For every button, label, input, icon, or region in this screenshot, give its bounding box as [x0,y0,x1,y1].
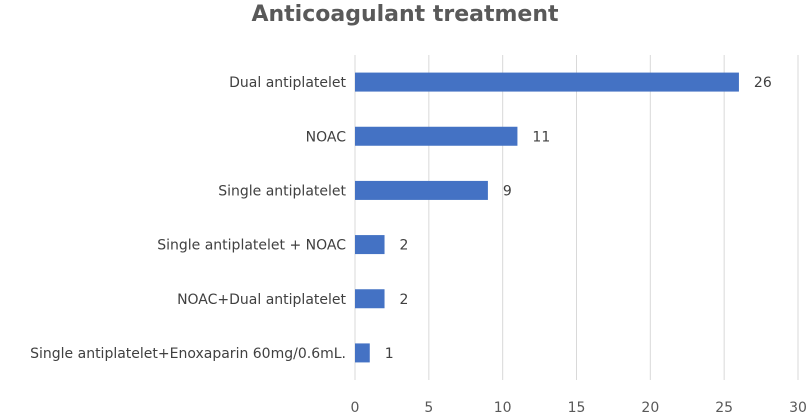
category-label: Single antiplatelet [218,183,346,199]
grid-lines [354,55,799,380]
bar-6 [355,343,370,363]
data-label: 2 [400,238,409,254]
category-label: Dual antiplatelet [229,75,346,91]
data-label: 26 [754,75,772,91]
x-tick-label: 5 [424,400,433,416]
x-tick-label: 30 [789,400,807,416]
category-label: NOAC [306,129,347,145]
bar-2 [355,126,518,146]
category-label: Single antiplatelet + NOAC [157,238,346,254]
x-tick-label: 0 [351,400,360,416]
bar-1 [355,72,739,92]
x-tick-label: 15 [568,400,586,416]
labels: 0 5 10 15 20 25 30 Dual antiplatelet 26 NOAC 11 Sin… [30,75,807,416]
category-label: NOAC+Dual antiplatelet [177,292,346,308]
bar-4 [355,235,385,255]
category-label: Single antiplatelet+Enoxaparin 60mg/0.6m… [30,346,346,362]
data-label: 9 [503,183,512,199]
data-label: 1 [385,346,394,362]
bar-3 [355,180,488,200]
bar-5 [355,289,385,309]
bars [355,72,739,363]
chart-title: Anticoagulant treatment [251,2,559,27]
data-label: 11 [532,129,550,145]
data-label: 2 [400,292,409,308]
x-tick-label: 10 [494,400,512,416]
x-tick-label: 20 [641,400,659,416]
x-tick-label: 25 [715,400,733,416]
